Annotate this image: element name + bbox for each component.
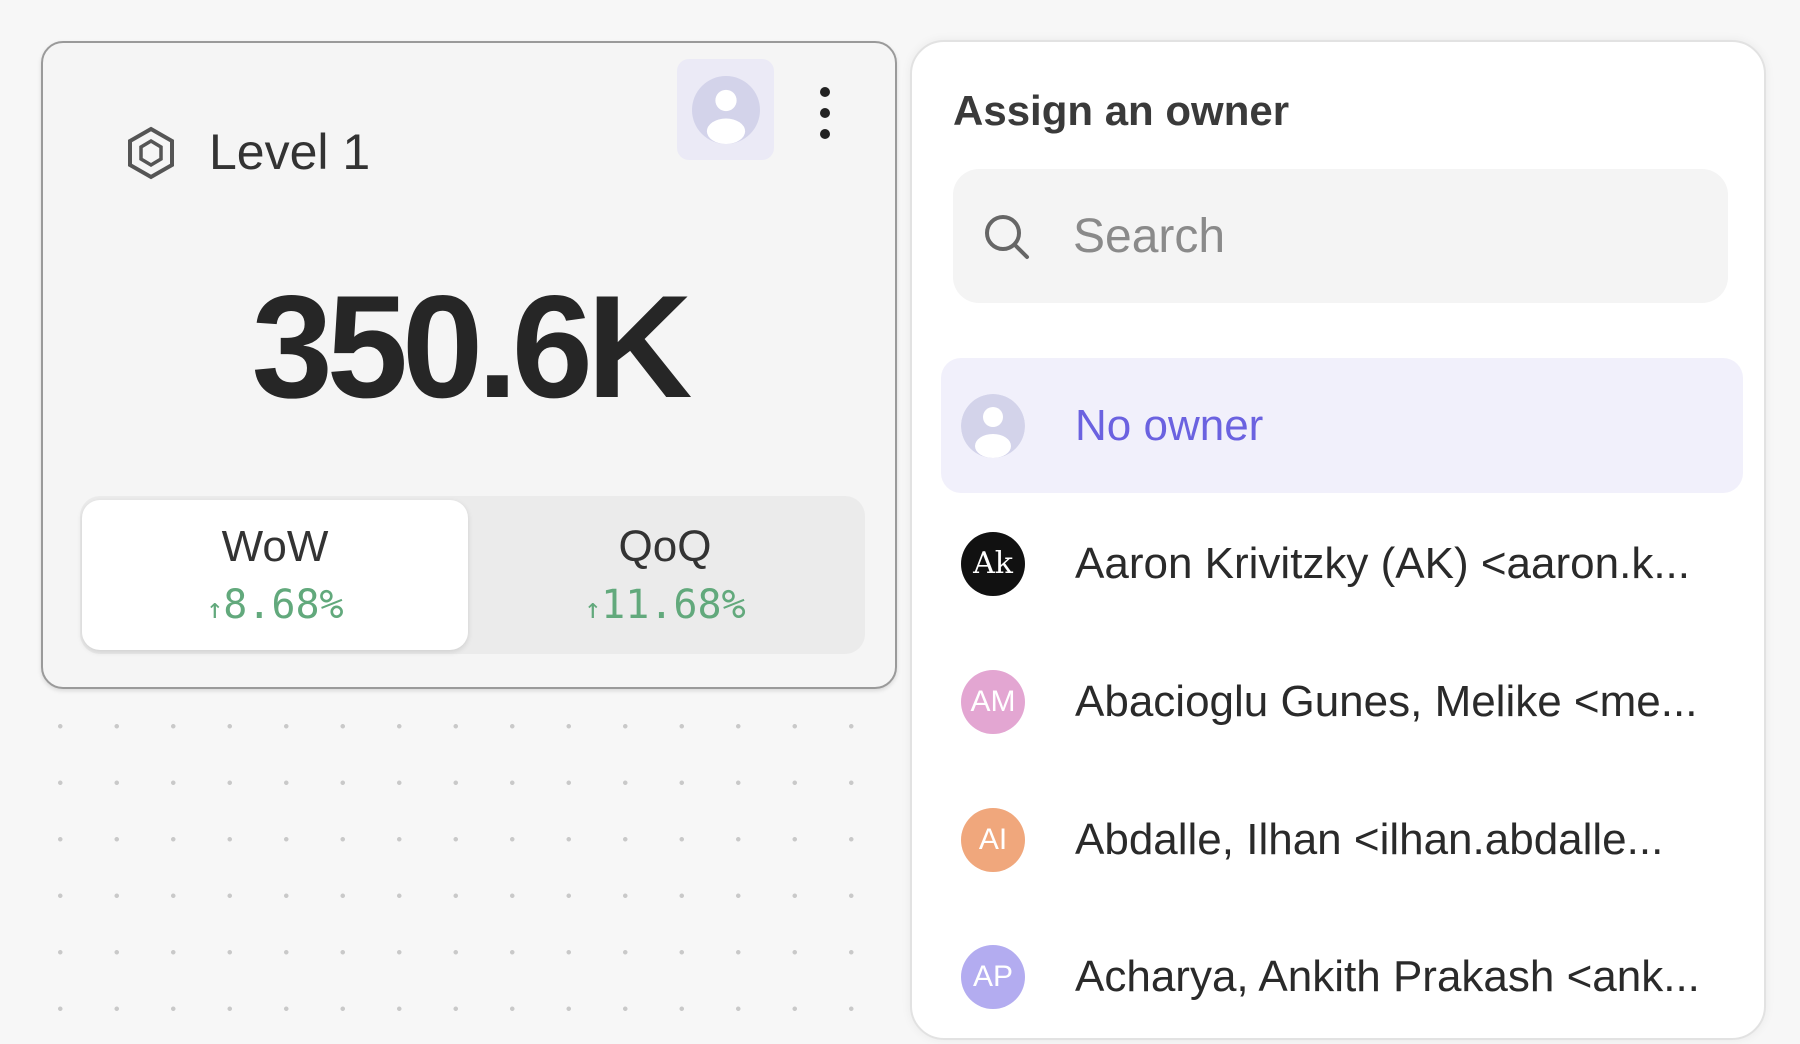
owner-option[interactable]: AM Abacioglu Gunes, Melike <me... — [941, 634, 1743, 769]
option-label: No owner — [1075, 400, 1264, 450]
search-icon — [985, 215, 1029, 259]
arrow-up-icon: ↑ — [584, 592, 602, 625]
avatar: AI — [961, 807, 1025, 872]
assign-owner-dropdown: Assign an owner No owner Ak Aaron Krivit… — [910, 40, 1766, 1040]
toggle-qoq[interactable]: QoQ ↑11.68% — [470, 500, 860, 650]
owner-option[interactable]: AI Abdalle, Ilhan <ilhan.abdalle... — [941, 772, 1743, 907]
toggle-label: WoW — [221, 522, 329, 571]
toggle-wow[interactable]: WoW ↑8.68% — [82, 500, 468, 650]
search-field[interactable] — [953, 169, 1728, 303]
person-placeholder-icon — [961, 393, 1025, 458]
metric-card[interactable]: Level 1 350.6K WoW ↑8.68% QoQ ↑11.68% — [41, 41, 897, 689]
avatar: AM — [961, 669, 1025, 734]
metric-value: 350.6K — [251, 265, 693, 428]
search-input[interactable] — [1073, 169, 1673, 303]
avatar: Ak — [961, 531, 1025, 596]
owner-option-no-owner[interactable]: No owner — [941, 358, 1743, 493]
dropdown-title: Assign an owner — [953, 87, 1290, 134]
person-avatar-icon — [691, 75, 760, 144]
option-label: Abacioglu Gunes, Melike <me... — [1075, 676, 1698, 726]
change-value: ↑11.68% — [584, 582, 746, 628]
owner-option[interactable]: Ak Aaron Krivitzky (AK) <aaron.k... — [941, 496, 1743, 631]
assign-owner-button[interactable] — [677, 59, 774, 160]
comparison-toggle[interactable]: WoW ↑8.68% QoQ ↑11.68% — [80, 496, 865, 654]
toggle-label: QoQ — [618, 522, 712, 571]
arrow-up-icon: ↑ — [206, 592, 224, 625]
card-title: Level 1 — [209, 124, 371, 180]
change-value: ↑8.68% — [206, 582, 344, 628]
option-label: Aaron Krivitzky (AK) <aaron.k... — [1075, 538, 1690, 588]
avatar: AP — [961, 944, 1025, 1009]
more-options-icon[interactable] — [815, 87, 835, 139]
owner-option[interactable]: AP Acharya, Ankith Prakash <ank... — [941, 909, 1743, 1044]
hexagon-icon — [128, 126, 174, 180]
option-label: Abdalle, Ilhan <ilhan.abdalle... — [1075, 814, 1664, 864]
option-label: Acharya, Ankith Prakash <ank... — [1075, 951, 1700, 1001]
